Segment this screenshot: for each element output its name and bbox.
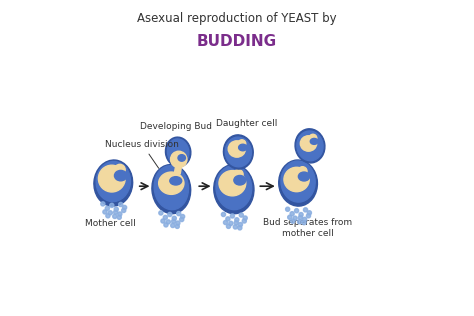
Circle shape <box>223 220 228 225</box>
Circle shape <box>242 219 246 223</box>
Ellipse shape <box>94 160 133 206</box>
Circle shape <box>221 212 226 216</box>
Circle shape <box>306 214 310 218</box>
Ellipse shape <box>223 135 253 169</box>
Text: BUDDING: BUDDING <box>197 34 277 49</box>
Circle shape <box>175 224 179 228</box>
Circle shape <box>238 140 246 148</box>
Text: Mother cell: Mother cell <box>85 219 136 228</box>
Ellipse shape <box>167 139 189 165</box>
Text: Asexual reproduction of YEAST by: Asexual reproduction of YEAST by <box>137 12 337 25</box>
Circle shape <box>288 215 292 219</box>
Circle shape <box>164 223 168 227</box>
Circle shape <box>238 222 243 227</box>
Circle shape <box>302 221 306 225</box>
Ellipse shape <box>178 155 185 161</box>
Ellipse shape <box>214 165 254 214</box>
Ellipse shape <box>99 165 125 192</box>
Circle shape <box>243 216 247 220</box>
Ellipse shape <box>154 166 189 210</box>
Circle shape <box>226 217 230 221</box>
Circle shape <box>172 219 176 223</box>
Circle shape <box>172 216 176 220</box>
Circle shape <box>114 164 125 175</box>
Circle shape <box>114 210 118 214</box>
Circle shape <box>180 217 184 222</box>
Circle shape <box>122 205 127 210</box>
Ellipse shape <box>279 160 318 206</box>
Circle shape <box>303 208 308 212</box>
Circle shape <box>171 223 175 228</box>
Ellipse shape <box>298 172 310 181</box>
Circle shape <box>113 214 117 218</box>
Circle shape <box>176 221 180 225</box>
Circle shape <box>298 167 307 176</box>
Ellipse shape <box>114 170 127 181</box>
Circle shape <box>307 211 311 215</box>
Ellipse shape <box>152 165 191 214</box>
Ellipse shape <box>238 144 247 151</box>
Circle shape <box>293 216 297 220</box>
Circle shape <box>166 220 171 224</box>
Ellipse shape <box>216 166 252 210</box>
Circle shape <box>230 214 235 218</box>
Circle shape <box>234 221 238 225</box>
Circle shape <box>285 207 290 211</box>
Circle shape <box>290 212 294 216</box>
Ellipse shape <box>159 172 184 194</box>
Circle shape <box>291 219 295 223</box>
Ellipse shape <box>310 138 318 144</box>
Circle shape <box>118 212 122 216</box>
Circle shape <box>109 203 114 208</box>
Ellipse shape <box>297 131 323 161</box>
Circle shape <box>177 211 181 216</box>
Circle shape <box>302 217 307 222</box>
Ellipse shape <box>301 136 317 151</box>
Circle shape <box>106 214 110 218</box>
Ellipse shape <box>234 175 246 185</box>
Ellipse shape <box>171 151 187 167</box>
Text: Daughter cell: Daughter cell <box>216 119 277 128</box>
Circle shape <box>229 221 233 226</box>
Circle shape <box>105 206 109 210</box>
Circle shape <box>238 226 242 230</box>
Ellipse shape <box>281 161 315 202</box>
Circle shape <box>294 209 299 213</box>
Circle shape <box>163 215 167 220</box>
Circle shape <box>103 210 107 214</box>
Circle shape <box>298 216 302 220</box>
Circle shape <box>299 213 303 217</box>
Circle shape <box>118 203 123 207</box>
Ellipse shape <box>165 137 191 167</box>
Ellipse shape <box>219 171 246 196</box>
Circle shape <box>159 211 163 215</box>
Circle shape <box>235 218 239 222</box>
Circle shape <box>309 134 317 142</box>
Ellipse shape <box>225 137 251 167</box>
Circle shape <box>114 207 118 211</box>
Text: Nucleus division: Nucleus division <box>105 140 179 168</box>
Circle shape <box>108 211 112 215</box>
Ellipse shape <box>96 161 130 202</box>
Circle shape <box>117 215 121 219</box>
Text: Developing Bud: Developing Bud <box>140 122 212 131</box>
Polygon shape <box>174 165 182 174</box>
Circle shape <box>101 202 105 206</box>
Circle shape <box>234 169 243 179</box>
Ellipse shape <box>284 167 309 192</box>
Ellipse shape <box>228 141 246 157</box>
Circle shape <box>298 220 301 224</box>
Circle shape <box>122 208 126 213</box>
Circle shape <box>239 213 243 217</box>
Ellipse shape <box>295 129 325 163</box>
Circle shape <box>181 215 185 219</box>
Circle shape <box>227 224 230 228</box>
Ellipse shape <box>170 177 182 185</box>
Circle shape <box>233 225 237 229</box>
Circle shape <box>168 212 172 216</box>
Circle shape <box>161 219 165 223</box>
Text: Bud seperates from
mother cell: Bud seperates from mother cell <box>263 217 352 238</box>
